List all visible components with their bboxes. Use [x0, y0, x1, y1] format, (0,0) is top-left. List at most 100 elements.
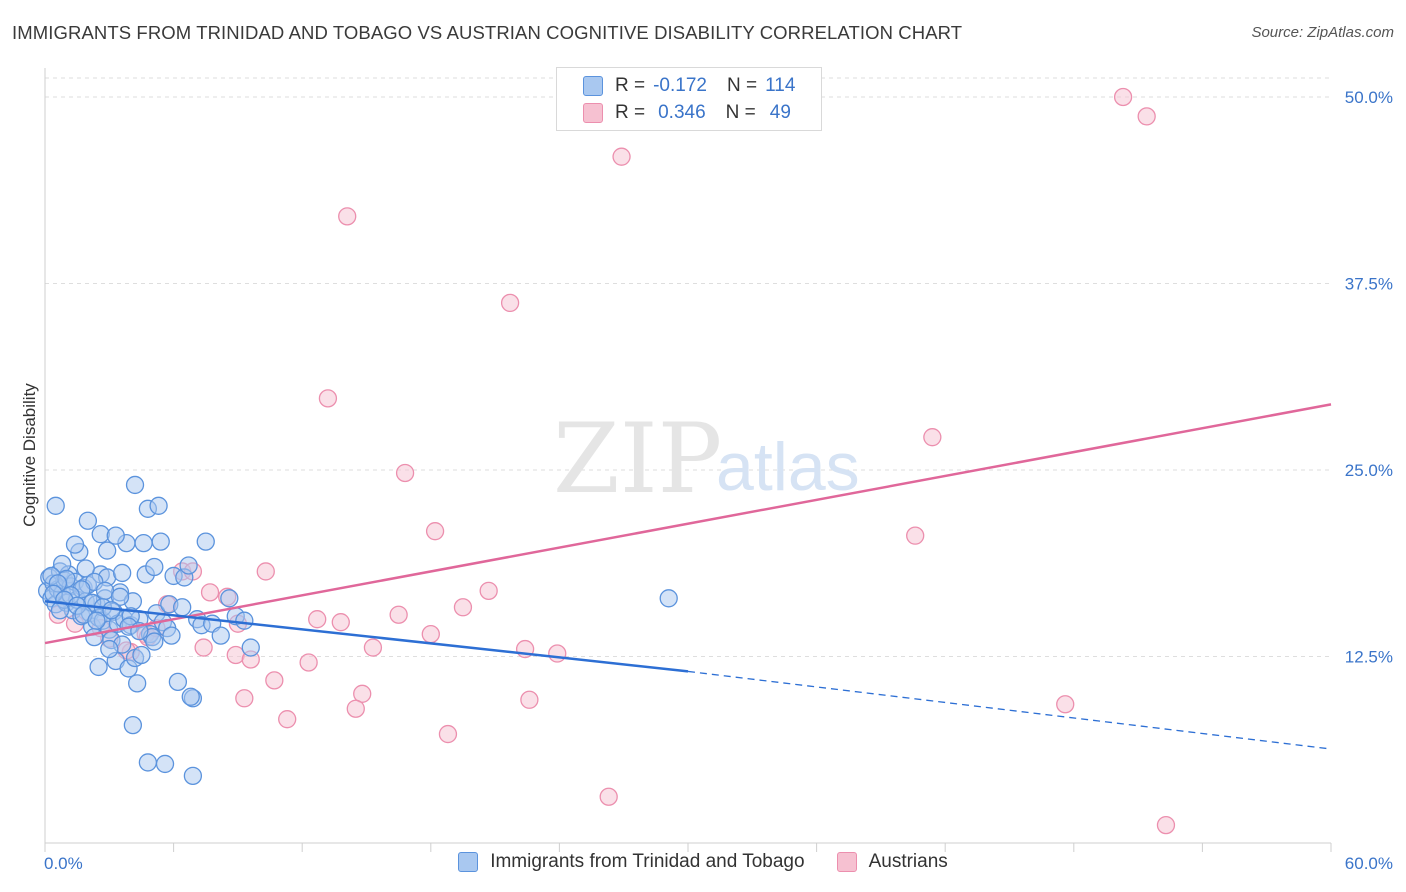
point-austrians — [520, 690, 539, 709]
point-trinidad-tobago — [196, 532, 215, 551]
trend-line-trinidad-tobago-extension — [687, 670, 1332, 750]
point-trinidad-tobago — [145, 632, 164, 651]
point-austrians — [395, 463, 415, 483]
point-trinidad-tobago — [183, 766, 203, 786]
point-trinidad-tobago — [110, 587, 130, 606]
point-austrians — [299, 653, 318, 672]
point-trinidad-tobago — [125, 475, 145, 495]
point-trinidad-tobago — [123, 715, 143, 735]
point-austrians — [363, 638, 383, 657]
point-austrians — [278, 710, 297, 729]
legend-r-value: 0.346 — [658, 102, 706, 123]
series-legend-item-pink[interactable]: Austrians — [836, 851, 948, 873]
point-austrians — [1113, 87, 1133, 107]
y-tick-label: 25.0% — [1345, 461, 1393, 480]
point-trinidad-tobago — [179, 556, 198, 575]
point-austrians — [500, 293, 520, 313]
point-trinidad-tobago — [106, 526, 125, 545]
point-austrians — [1156, 815, 1176, 835]
point-trinidad-tobago — [168, 672, 188, 692]
point-austrians — [438, 724, 458, 744]
x-tick-label: 60.0% — [1345, 854, 1393, 873]
legend-n-value: 49 — [769, 102, 791, 123]
point-austrians — [346, 699, 365, 718]
point-trinidad-tobago — [134, 533, 153, 553]
point-trinidad-tobago — [241, 638, 260, 657]
y-tick-label: 50.0% — [1345, 88, 1393, 107]
series-swatch-pink — [836, 852, 857, 872]
correlation-legend: R = -0.172 N = 114 R = 0.346 N = 49 — [556, 67, 822, 131]
point-trinidad-tobago — [89, 657, 108, 677]
data-points — [37, 87, 1176, 835]
point-austrians — [265, 671, 284, 690]
point-austrians — [923, 428, 942, 447]
point-trinidad-tobago — [98, 541, 117, 560]
watermark-zip: ZIP — [553, 403, 722, 515]
legend-r-label: R = — [615, 75, 646, 96]
point-austrians — [308, 610, 327, 629]
point-austrians — [389, 605, 408, 624]
legend-swatch-blue — [583, 76, 603, 96]
legend-swatch-pink — [583, 103, 603, 123]
point-trinidad-tobago — [149, 496, 168, 515]
point-austrians — [331, 613, 350, 632]
series-swatch-blue — [458, 852, 479, 872]
point-trinidad-tobago — [145, 557, 164, 577]
point-trinidad-tobago — [100, 639, 119, 659]
point-trinidad-tobago — [132, 645, 151, 665]
grid — [45, 77, 1331, 657]
legend-r-value: -0.172 — [653, 75, 707, 96]
legend-n-value: 114 — [765, 75, 796, 96]
legend-row-blue: R = -0.172 N = 114 — [557, 73, 795, 99]
series-legend-label: Austrians — [868, 851, 948, 872]
point-trinidad-tobago — [155, 754, 175, 774]
point-trinidad-tobago — [220, 589, 239, 608]
point-austrians — [548, 644, 567, 663]
x-tick-label: 0.0% — [44, 854, 83, 873]
tick-labels: 12.5% 25.0% 37.5% 50.0% 0.0% 60.0% — [44, 88, 1393, 873]
trend-lines — [44, 403, 1332, 750]
point-trinidad-tobago — [173, 598, 192, 617]
point-austrians — [425, 522, 445, 541]
y-axis-label: Cognitive Disability — [20, 383, 39, 527]
series-legend: Immigrants from Trinidad and Tobago Aust… — [0, 851, 1406, 873]
trend-line-trinidad-tobago — [44, 600, 689, 673]
point-trinidad-tobago — [659, 589, 678, 608]
point-trinidad-tobago — [87, 611, 106, 630]
point-trinidad-tobago — [76, 559, 95, 578]
point-austrians — [338, 207, 357, 226]
point-trinidad-tobago — [78, 511, 98, 530]
watermark-atlas: atlas — [716, 429, 860, 505]
point-austrians — [453, 598, 473, 617]
point-trinidad-tobago — [151, 532, 170, 551]
point-trinidad-tobago — [138, 753, 158, 772]
point-austrians — [235, 689, 254, 708]
trend-line-austrians — [44, 403, 1332, 645]
point-austrians — [194, 638, 213, 657]
axes — [44, 68, 1332, 852]
point-trinidad-tobago — [235, 611, 254, 630]
legend-n-label: N = — [726, 75, 758, 96]
chart-title: IMMIGRANTS FROM TRINIDAD AND TOBAGO VS A… — [12, 22, 963, 43]
point-austrians — [1056, 695, 1075, 714]
point-trinidad-tobago — [128, 674, 147, 693]
y-tick-label: 12.5% — [1345, 648, 1393, 667]
point-austrians — [318, 389, 338, 408]
y-tick-label: 37.5% — [1345, 275, 1393, 294]
point-trinidad-tobago — [181, 687, 200, 706]
point-trinidad-tobago — [65, 535, 85, 554]
point-trinidad-tobago — [113, 563, 132, 583]
point-austrians — [421, 624, 440, 644]
source-credit: Source: ZipAtlas.com — [1251, 24, 1394, 41]
point-trinidad-tobago — [162, 626, 181, 645]
point-trinidad-tobago — [85, 627, 104, 647]
point-trinidad-tobago — [211, 626, 230, 645]
point-austrians — [906, 526, 925, 545]
point-austrians — [1137, 107, 1156, 126]
legend-row-pink: R = 0.346 N = 49 — [557, 100, 791, 126]
legend-r-label: R = — [615, 102, 646, 123]
point-austrians — [599, 787, 618, 806]
series-legend-item-blue[interactable]: Immigrants from Trinidad and Tobago — [458, 851, 805, 873]
point-austrians — [256, 562, 275, 581]
